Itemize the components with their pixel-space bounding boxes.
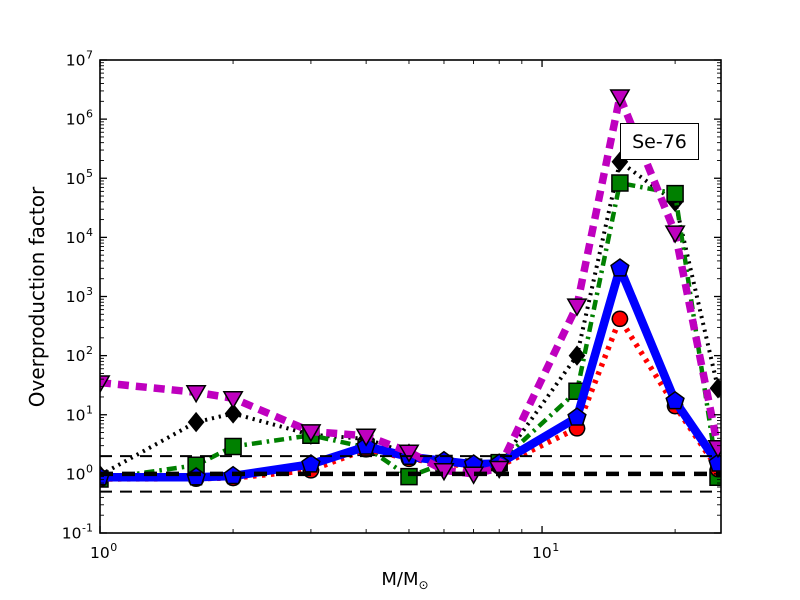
triangle-down-marker (300, 424, 322, 443)
x-axis-label-main: M/M (381, 569, 419, 590)
tick-label-10e-1: 10-1 (62, 522, 93, 543)
tick-label-10e7: 107 (66, 49, 93, 70)
triangle-down-marker (222, 390, 244, 410)
triangle-down-marker (355, 428, 377, 447)
tick-label-10e1: 101 (532, 541, 559, 562)
diamond-marker (709, 378, 721, 399)
isotope-annotation-text: Se-76 (632, 130, 687, 153)
tick-label-10e6: 106 (66, 108, 93, 129)
series-magenta-dashed-triangle (100, 89, 721, 485)
tick-label-10e0: 100 (66, 462, 93, 483)
triangle-down-marker (488, 460, 510, 480)
triangle-down-marker (100, 375, 111, 394)
triangle-down-marker (609, 89, 631, 108)
triangle-down-marker (566, 298, 588, 317)
diamond-marker (224, 403, 242, 424)
sun-symbol: ⊙ (418, 578, 429, 592)
pentagon-marker (665, 390, 685, 410)
diamond-marker (187, 411, 205, 433)
y-axis-label: Overproduction factor (25, 186, 49, 408)
square-marker (224, 437, 242, 456)
x-axis-label: M/M⊙ (330, 569, 480, 592)
plot-area (100, 89, 721, 493)
pentagon-marker (567, 407, 587, 426)
isotope-annotation-box: Se-76 (620, 123, 699, 160)
square-marker (666, 184, 684, 203)
pentagon-marker (301, 454, 321, 473)
tick-label-10e2: 102 (66, 344, 93, 365)
tick-label-10e3: 103 (66, 285, 93, 306)
pentagon-marker (708, 453, 721, 472)
triangle-down-marker (664, 225, 686, 244)
diamond-marker (568, 345, 586, 366)
tick-label-10e1: 101 (66, 403, 93, 424)
tick-label-10e5: 105 (66, 167, 93, 188)
triangle-down-marker (707, 440, 721, 459)
series-black-dotted-diamond (100, 151, 721, 486)
circle-marker (611, 310, 629, 328)
series-green-dashdot-square (100, 174, 721, 488)
tick-label-10e0: 100 (90, 541, 117, 562)
tick-label-10e4: 104 (66, 226, 93, 247)
pentagon-marker (610, 258, 630, 277)
axis-ticks (99, 59, 721, 534)
triangle-down-marker (185, 384, 207, 404)
triangle-down-marker (398, 444, 420, 463)
square-marker (400, 467, 418, 486)
square-marker (611, 174, 629, 192)
